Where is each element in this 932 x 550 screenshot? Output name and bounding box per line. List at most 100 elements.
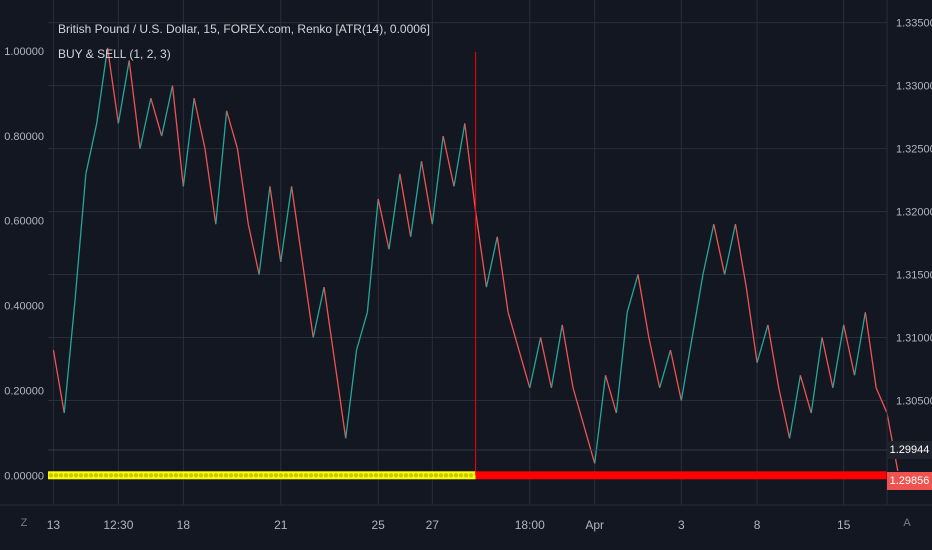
price-segment bbox=[182, 98, 195, 187]
buy-signal-dot bbox=[158, 473, 164, 478]
price-segment bbox=[399, 173, 412, 237]
price-segment bbox=[583, 425, 596, 464]
price-segment bbox=[431, 135, 444, 225]
buy-signal-dot bbox=[128, 473, 134, 478]
time-axis-tick: Apr bbox=[585, 518, 604, 532]
left-axis-tick: 0.40000 bbox=[4, 301, 44, 313]
price-segment bbox=[637, 274, 650, 338]
buy-signal-dot bbox=[138, 473, 144, 478]
price-segment bbox=[247, 224, 260, 275]
buy-signal-dot bbox=[183, 473, 189, 478]
price-segment bbox=[832, 324, 845, 388]
price-segment bbox=[420, 161, 433, 225]
buy-signal-dot bbox=[228, 473, 234, 478]
price-segment bbox=[345, 350, 358, 439]
price-segment bbox=[572, 387, 585, 426]
price-segment bbox=[269, 186, 282, 263]
buy-signal-dot bbox=[148, 473, 154, 478]
left-axis-tick: 0.80000 bbox=[4, 131, 44, 143]
price-segment bbox=[215, 110, 228, 225]
buy-signal-dot bbox=[208, 473, 214, 478]
price-segment bbox=[734, 224, 747, 288]
zoom-icon[interactable]: Z bbox=[20, 517, 28, 529]
price-segment bbox=[485, 236, 498, 288]
buy-signal-dot bbox=[378, 473, 384, 478]
buy-signal-dot bbox=[468, 473, 474, 478]
buy-signal-dot bbox=[348, 473, 354, 478]
sell-signal-band bbox=[475, 471, 887, 480]
buy-signal-dot bbox=[438, 473, 444, 478]
price-segment bbox=[648, 337, 661, 389]
price-segment bbox=[85, 123, 98, 174]
time-axis-tick: 27 bbox=[426, 518, 440, 532]
price-segment bbox=[756, 324, 769, 363]
left-axis-tick: 1.00000 bbox=[4, 46, 44, 58]
buy-signal-dot bbox=[443, 473, 449, 478]
buy-signal-dot bbox=[83, 473, 89, 478]
price-segment bbox=[161, 85, 174, 137]
buy-signal-dot bbox=[353, 473, 359, 478]
buy-signal-dot bbox=[283, 473, 289, 478]
buy-signal-dot bbox=[318, 473, 324, 478]
price-segment bbox=[745, 287, 758, 363]
buy-signal-dot bbox=[108, 473, 114, 478]
price-segment bbox=[615, 312, 628, 414]
price-segment bbox=[323, 287, 336, 363]
price-segment bbox=[843, 324, 856, 376]
price-segment bbox=[204, 148, 217, 225]
buy-signal-dot bbox=[93, 473, 99, 478]
buy-signal-dot bbox=[413, 473, 419, 478]
buy-signal-dot bbox=[143, 473, 149, 478]
price-segment bbox=[561, 324, 574, 388]
buy-signal-dot bbox=[193, 473, 199, 478]
time-axis-tick: 8 bbox=[754, 518, 761, 532]
buy-signal-dot bbox=[68, 473, 74, 478]
buy-signal-dot bbox=[303, 473, 309, 478]
buy-signal-dot bbox=[383, 473, 389, 478]
buy-signal-dot bbox=[338, 473, 344, 478]
price-segment bbox=[529, 337, 542, 389]
price-segment bbox=[821, 337, 834, 389]
price-segment bbox=[767, 324, 780, 388]
price-segment bbox=[334, 362, 347, 439]
price-segment bbox=[464, 123, 477, 212]
time-axis-tick: 15 bbox=[837, 518, 851, 532]
buy-signal-dot bbox=[48, 473, 54, 478]
auto-scale-icon[interactable]: A bbox=[903, 517, 911, 529]
buy-signal-dot bbox=[398, 473, 404, 478]
price-segment bbox=[864, 312, 877, 388]
buy-signal-dot bbox=[323, 473, 329, 478]
price-segment bbox=[594, 375, 607, 464]
price-segment bbox=[539, 337, 553, 389]
buy-signal-dot bbox=[118, 473, 124, 478]
buy-signal-dot bbox=[268, 473, 274, 478]
price-segment bbox=[778, 387, 791, 439]
price-segment bbox=[604, 375, 617, 414]
buy-signal-dot bbox=[58, 473, 64, 478]
price-segment bbox=[442, 135, 455, 187]
buy-signal-dot bbox=[293, 473, 299, 478]
price-segment bbox=[669, 349, 682, 401]
buy-signal-dot bbox=[163, 473, 169, 478]
price-segment bbox=[377, 198, 390, 250]
price-segment bbox=[550, 324, 563, 388]
price-segment bbox=[312, 286, 325, 338]
price-segment bbox=[410, 161, 423, 237]
buy-signal-dot bbox=[223, 473, 229, 478]
indicator-price-badge: 1.29856 bbox=[887, 472, 932, 490]
price-segment bbox=[106, 47, 120, 124]
price-segment bbox=[691, 274, 704, 338]
left-axis-tick: 0.00000 bbox=[4, 470, 44, 482]
price-segment bbox=[453, 123, 466, 187]
price-segment bbox=[713, 224, 726, 275]
price-segment bbox=[74, 173, 87, 300]
time-axis-tick: 12:30 bbox=[103, 518, 133, 532]
price-segment bbox=[117, 60, 130, 124]
right-axis-tick: 1.31500 bbox=[896, 270, 932, 282]
buy-signal-dot bbox=[433, 473, 439, 478]
left-axis-tick: 0.60000 bbox=[4, 216, 44, 228]
price-segment bbox=[853, 312, 866, 376]
right-axis-tick: 1.30500 bbox=[896, 395, 932, 407]
buy-signal-dot bbox=[453, 473, 459, 478]
